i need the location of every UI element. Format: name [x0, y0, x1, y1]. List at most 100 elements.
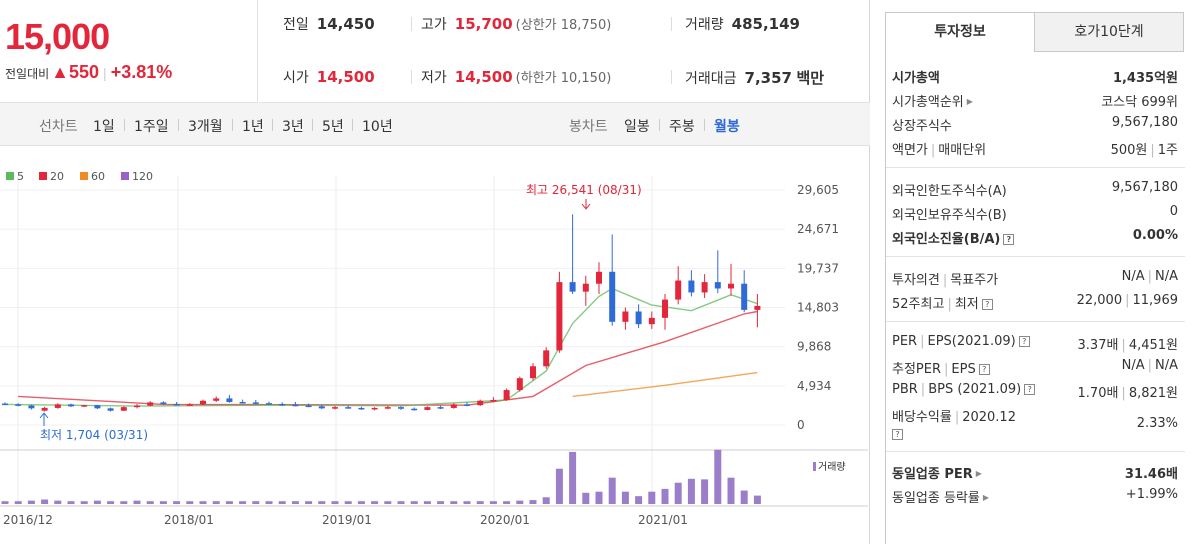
- volume-bar: [476, 501, 484, 504]
- volume-bar: [1, 501, 9, 504]
- candle-weekly[interactable]: 주봉: [669, 119, 695, 135]
- chart-grid: [0, 176, 785, 506]
- candle-body: [239, 401, 246, 404]
- volume-bar: [159, 501, 167, 504]
- volume-bar: [14, 501, 22, 504]
- candle-body: [186, 404, 193, 406]
- candle-body: [411, 408, 418, 411]
- volume-bar: [463, 501, 471, 504]
- candle-body: [332, 407, 338, 409]
- candle-body: [94, 405, 101, 409]
- candle-body: [318, 406, 325, 409]
- period-5y[interactable]: 5년: [322, 119, 344, 135]
- legend-entry: 120: [132, 170, 153, 183]
- tab-investment-info[interactable]: 투자정보: [885, 12, 1035, 52]
- candle-body: [160, 402, 167, 404]
- volume-bar: [529, 500, 537, 504]
- candle-body: [226, 398, 233, 402]
- volume-bar: [107, 501, 115, 504]
- volume: 거래량 485,149: [685, 15, 800, 33]
- legend-swatch: [80, 172, 88, 180]
- help-icon[interactable]: ?: [978, 364, 990, 375]
- candle-daily[interactable]: 일봉: [624, 119, 650, 135]
- period-1d[interactable]: 1일: [93, 119, 115, 135]
- info-body: 시가총액 1,435억원 시가총액순위 ▶ 코스닥 699위 상장주식수 9,567,1…: [885, 51, 1185, 544]
- candle-body: [358, 407, 365, 410]
- max-price-label: 최고 26,541 (08/31): [526, 183, 642, 197]
- candle-body: [714, 282, 721, 289]
- candle-body: [662, 299, 668, 318]
- volume-bar: [714, 449, 722, 504]
- period-3m[interactable]: 3개월: [188, 119, 223, 135]
- help-icon[interactable]: ?: [1018, 336, 1030, 347]
- volume-bar: [437, 501, 445, 504]
- change-row: 전일대비 ▲550 | +3.81%: [5, 62, 172, 83]
- help-icon[interactable]: ?: [1024, 384, 1036, 395]
- candle-monthly[interactable]: 월봉: [714, 119, 740, 135]
- candle-body: [490, 399, 497, 402]
- help-icon[interactable]: ?: [1003, 234, 1015, 245]
- candle-body: [345, 407, 352, 409]
- volume-bar: [701, 479, 709, 504]
- volume-bar: [278, 501, 286, 504]
- x-tick-label: 2021/01: [638, 513, 688, 527]
- period-1y[interactable]: 1년: [242, 119, 264, 135]
- volume-bar: [621, 491, 629, 504]
- volume-bar: [344, 501, 352, 504]
- volume-bar: [41, 499, 49, 504]
- volume-bar: [635, 496, 643, 504]
- quote-grid: 전일 14,450 고가 15,700 (상한가 18,750) 거래량 485,149…: [259, 0, 870, 103]
- candle-body: [701, 282, 708, 293]
- volume-bar: [305, 501, 313, 504]
- candle-body: [424, 407, 431, 410]
- candle-body: [530, 366, 536, 379]
- candle-body: [68, 404, 74, 407]
- volume-bar: [489, 501, 497, 504]
- period-3y[interactable]: 3년: [282, 119, 304, 135]
- candle-body: [213, 398, 220, 401]
- candle-body: [648, 317, 655, 325]
- candle-body: [688, 280, 695, 293]
- tab-orderbook[interactable]: 호가10단계: [1034, 12, 1184, 52]
- volume-bar: [397, 501, 405, 504]
- candle-body: [503, 390, 510, 400]
- period-1w[interactable]: 1주일: [134, 119, 169, 135]
- candle-body: [200, 400, 206, 405]
- volume-bar: [674, 482, 682, 504]
- volume-bar: [608, 477, 616, 504]
- y-axis-labels: 29,605 24,671 19,737 14,803 9,868 4,934 0: [797, 183, 839, 432]
- volume-bar: [569, 451, 577, 504]
- candle-body: [28, 405, 35, 409]
- up-arrow-icon: ▲: [51, 62, 69, 82]
- y-tick-label: 19,737: [797, 261, 839, 275]
- candle-body: [596, 271, 602, 284]
- y-tick-label: 14,803: [797, 301, 839, 315]
- volume-bar: [503, 501, 511, 504]
- candle-body: [2, 403, 8, 406]
- y-tick-label: 9,868: [797, 340, 831, 354]
- y-tick-label: 0: [797, 418, 805, 432]
- volume-bar: [67, 501, 75, 504]
- volume-bar: [239, 501, 247, 504]
- stock-quote-panel: 15,000 전일대비 ▲550 | +3.81% 전일 14,450 고가 15,700…: [0, 0, 870, 544]
- volume-bar: [753, 495, 761, 504]
- volume-bar: [595, 491, 603, 504]
- high-price: 고가 15,700 (상한가 18,750): [421, 15, 612, 33]
- volume-bar: [120, 501, 128, 504]
- volume-bar: [54, 500, 62, 504]
- volume-bar: [133, 500, 141, 504]
- candle-body: [477, 400, 484, 406]
- candle-body: [569, 282, 576, 292]
- legend-entry: 60: [91, 170, 105, 183]
- volume-bar: [384, 501, 392, 504]
- help-icon[interactable]: ?: [892, 429, 903, 440]
- help-icon[interactable]: ?: [981, 299, 993, 310]
- divider: |: [103, 65, 107, 81]
- volume-bar: [582, 492, 590, 504]
- period-10y[interactable]: 10년: [362, 119, 393, 135]
- open-price: 시가 14,500: [283, 68, 375, 86]
- volume-bar: [93, 500, 101, 504]
- candle-body: [582, 283, 589, 292]
- x-axis-labels: 2016/12 2018/01 2019/01 2020/01 2021/01: [3, 513, 688, 527]
- volume-bar: [318, 501, 326, 504]
